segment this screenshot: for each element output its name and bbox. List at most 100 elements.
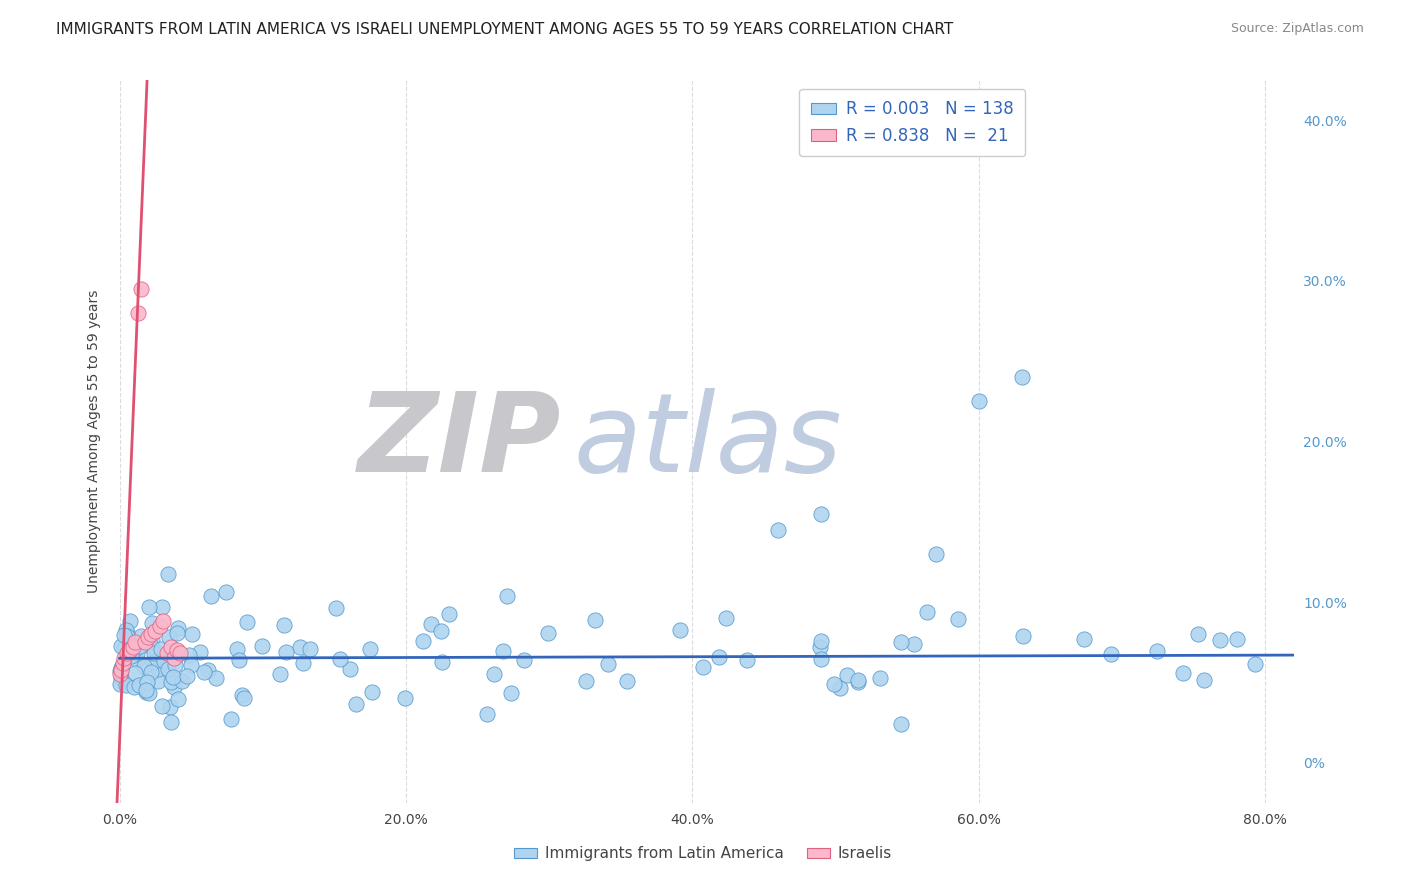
Point xyxy=(110,664,132,678)
Point xyxy=(121,640,143,654)
Point xyxy=(141,616,163,631)
Point xyxy=(115,678,138,692)
Point xyxy=(412,633,434,648)
Point xyxy=(276,645,298,659)
Point xyxy=(152,654,174,668)
Point xyxy=(513,653,536,667)
Point xyxy=(160,675,183,690)
Point xyxy=(810,633,832,648)
Point xyxy=(475,706,498,721)
Point xyxy=(138,686,160,700)
Point xyxy=(110,663,132,677)
Point xyxy=(1012,629,1035,643)
Point xyxy=(118,643,141,657)
Point xyxy=(1192,673,1215,687)
Point xyxy=(231,688,253,702)
Point xyxy=(339,662,361,676)
Point xyxy=(197,663,219,677)
Point xyxy=(163,651,186,665)
Point xyxy=(156,662,179,676)
Point xyxy=(967,394,990,409)
Point xyxy=(129,282,152,296)
Point xyxy=(176,669,198,683)
Point xyxy=(430,655,453,669)
Point xyxy=(1099,647,1122,661)
Point xyxy=(149,642,172,657)
Point xyxy=(134,635,156,649)
Point xyxy=(150,599,173,614)
Point xyxy=(903,637,925,651)
Point xyxy=(146,662,169,676)
Point xyxy=(156,647,179,661)
Point xyxy=(160,640,183,654)
Point xyxy=(120,649,142,664)
Point xyxy=(124,635,146,649)
Point xyxy=(122,681,145,695)
Point xyxy=(810,507,832,521)
Point xyxy=(273,618,295,632)
Point xyxy=(118,614,141,628)
Point xyxy=(429,624,451,638)
Point xyxy=(139,665,162,679)
Point xyxy=(111,659,134,673)
Point xyxy=(128,678,150,692)
Point xyxy=(121,639,143,653)
Point xyxy=(846,675,869,690)
Point xyxy=(419,617,441,632)
Point xyxy=(325,601,347,615)
Text: atlas: atlas xyxy=(574,388,842,495)
Point xyxy=(124,666,146,681)
Point xyxy=(159,700,181,714)
Point xyxy=(808,640,831,655)
Point xyxy=(766,523,789,537)
Point xyxy=(298,642,321,657)
Point xyxy=(115,623,138,637)
Point xyxy=(115,630,138,644)
Point xyxy=(132,659,155,673)
Point xyxy=(269,667,291,681)
Text: ZIP: ZIP xyxy=(357,388,561,495)
Point xyxy=(110,667,132,681)
Point xyxy=(163,658,186,673)
Point xyxy=(157,630,180,644)
Point xyxy=(180,627,202,641)
Point xyxy=(108,677,131,691)
Point xyxy=(165,646,187,660)
Point xyxy=(1209,632,1232,647)
Point xyxy=(596,657,619,671)
Point xyxy=(127,306,149,320)
Point xyxy=(166,625,188,640)
Point xyxy=(1146,644,1168,658)
Point xyxy=(205,671,228,685)
Point xyxy=(924,547,946,561)
Point xyxy=(115,647,138,661)
Point xyxy=(125,646,148,660)
Point xyxy=(125,653,148,667)
Point xyxy=(537,626,560,640)
Point xyxy=(112,628,135,642)
Point xyxy=(148,673,170,688)
Point xyxy=(669,623,692,637)
Point xyxy=(170,673,193,688)
Point xyxy=(869,671,891,685)
Point xyxy=(616,673,638,688)
Point xyxy=(837,668,859,682)
Point xyxy=(166,648,188,662)
Legend: Immigrants from Latin America, Israelis: Immigrants from Latin America, Israelis xyxy=(509,840,897,867)
Point xyxy=(437,607,460,621)
Point xyxy=(159,714,181,729)
Point xyxy=(108,664,131,678)
Point xyxy=(583,613,606,627)
Point xyxy=(180,657,202,672)
Point xyxy=(692,660,714,674)
Point xyxy=(163,680,186,694)
Point xyxy=(149,647,172,661)
Point xyxy=(359,642,381,657)
Point xyxy=(1226,632,1249,646)
Point xyxy=(830,681,852,695)
Point xyxy=(110,661,132,675)
Point xyxy=(1011,370,1033,384)
Point xyxy=(141,633,163,648)
Point xyxy=(142,655,165,669)
Point xyxy=(149,619,172,633)
